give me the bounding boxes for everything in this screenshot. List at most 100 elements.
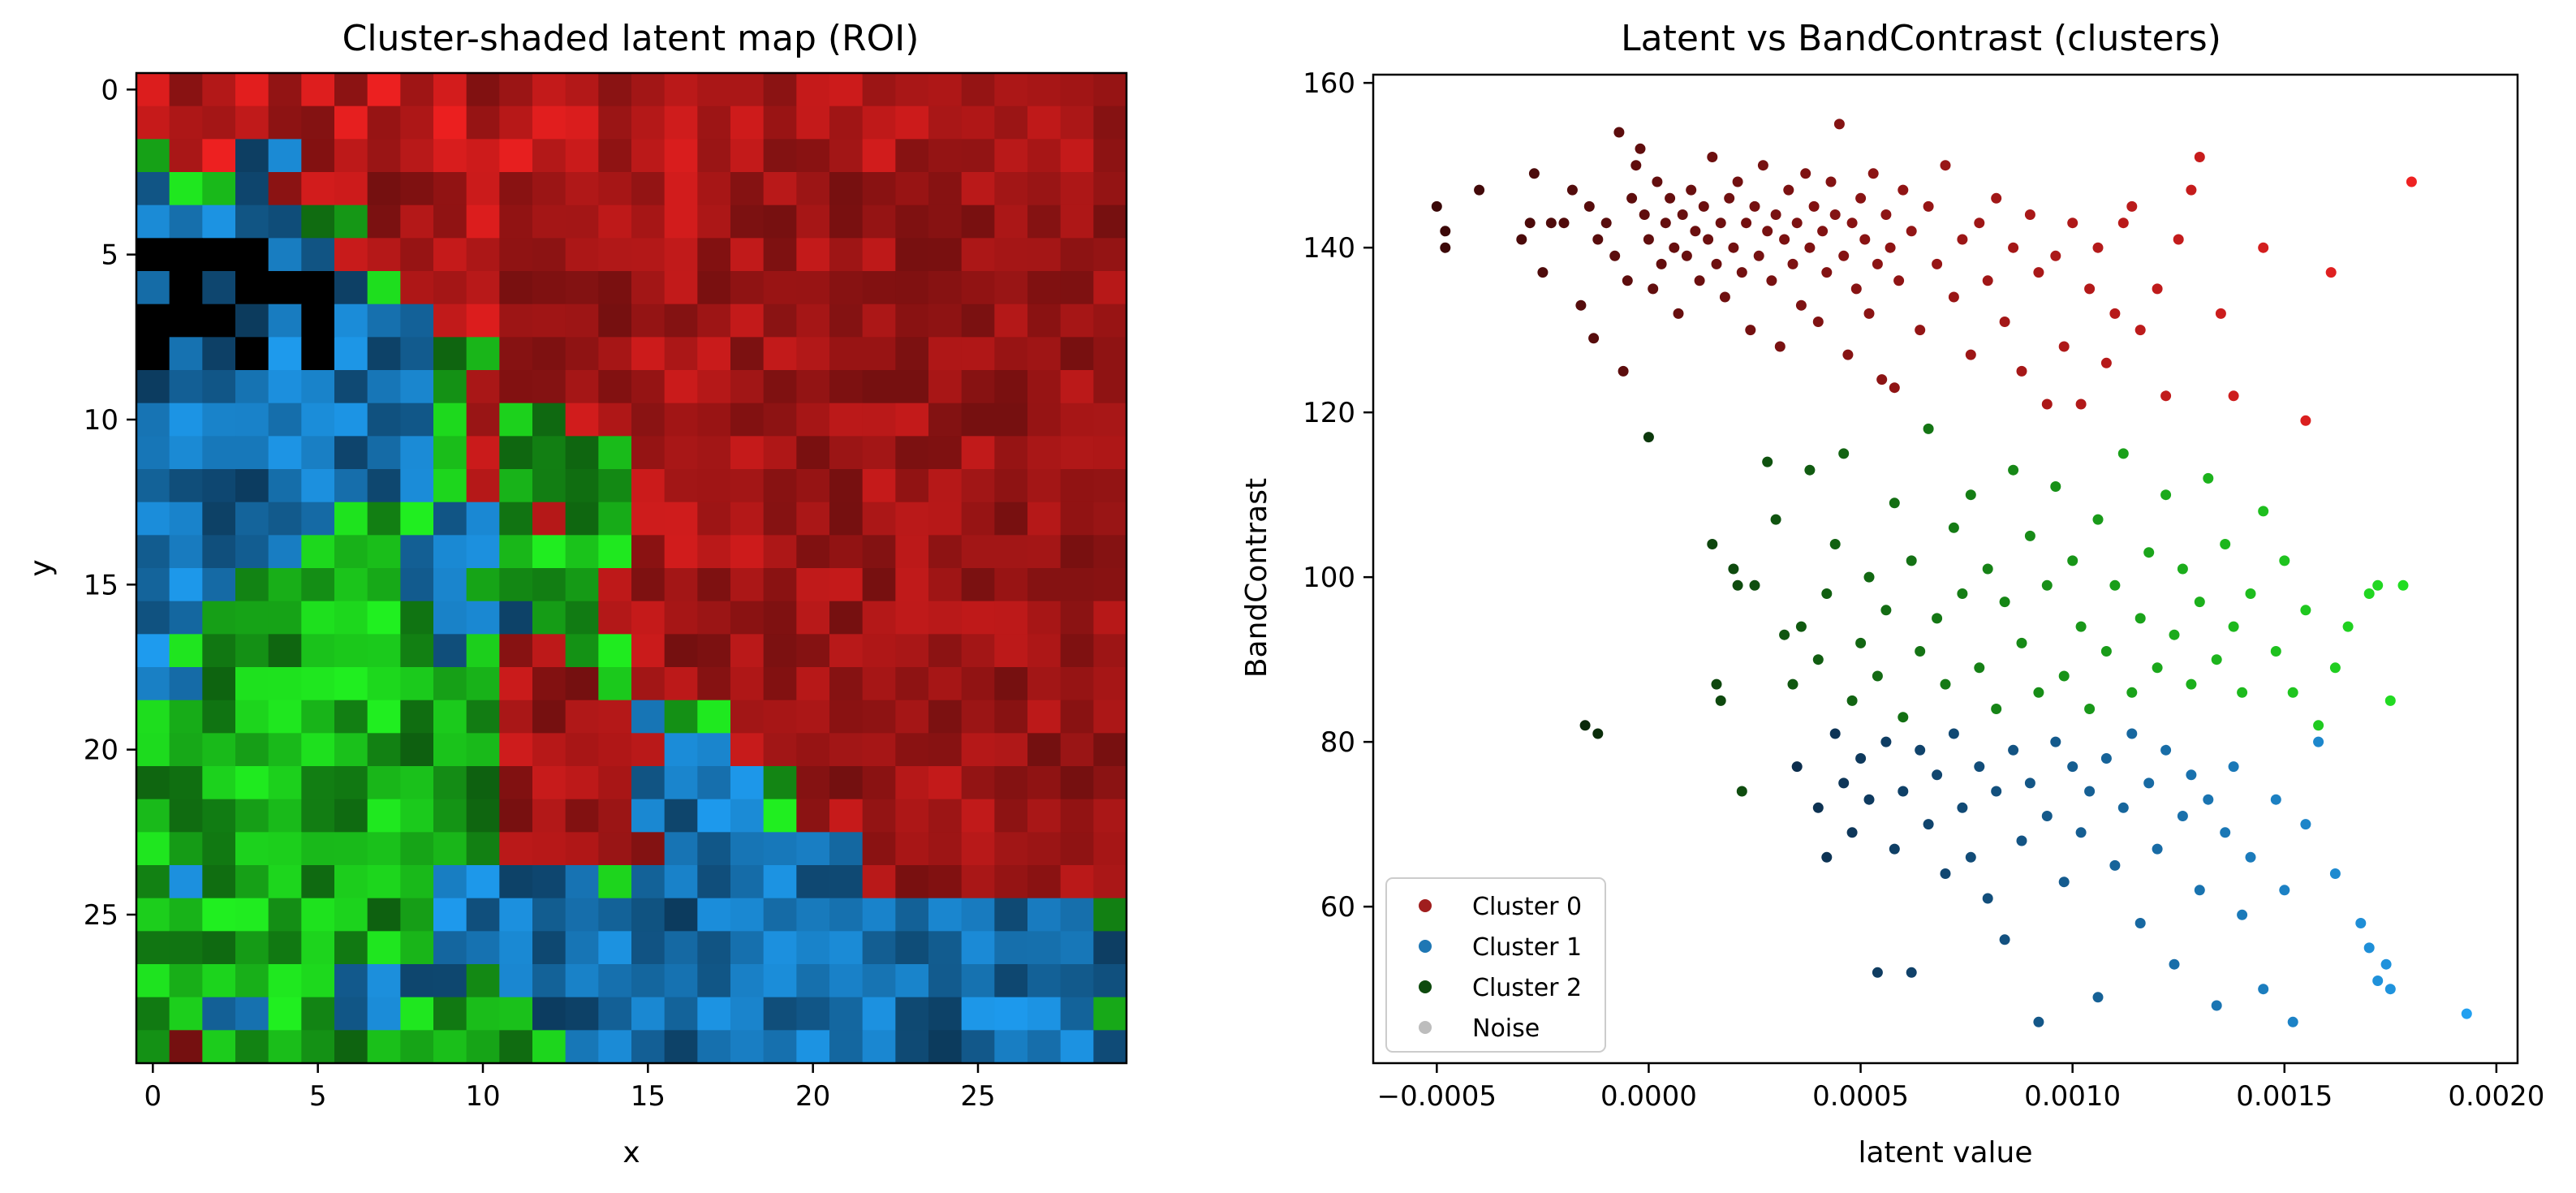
heatmap-cell xyxy=(334,700,368,734)
heatmap-cell xyxy=(730,502,765,536)
heatmap-cell xyxy=(268,733,302,767)
heatmap-cell xyxy=(466,865,500,899)
heatmap-cell xyxy=(631,667,666,701)
heatmap-cell xyxy=(202,403,236,437)
heatmap-cell xyxy=(598,304,632,338)
heatmap-cell xyxy=(598,370,632,404)
scatter-point-cluster-2 xyxy=(2008,464,2019,476)
heatmap-cell xyxy=(334,535,368,569)
heatmap-cell xyxy=(631,238,666,272)
scatter-point-cluster-0 xyxy=(1656,258,1667,269)
legend-label-cluster-0: Cluster 0 xyxy=(1472,893,1582,921)
scatter-point-cluster-2 xyxy=(1838,448,1850,459)
heatmap-cell xyxy=(499,832,533,866)
heatmap-cell xyxy=(202,502,236,536)
heatmap-cell xyxy=(1060,898,1094,932)
heatmap-cell xyxy=(1093,667,1127,701)
heatmap-cell xyxy=(334,436,368,470)
scatter-point-cluster-2 xyxy=(1579,720,1591,731)
heatmap-cell xyxy=(400,172,434,206)
heatmap-cell xyxy=(1027,634,1062,668)
heatmap-cell xyxy=(268,502,302,536)
scatter-point-cluster-1 xyxy=(2258,984,2269,995)
scatter-point-cluster-2 xyxy=(2220,539,2231,549)
heatmap-cell xyxy=(631,172,666,206)
scatter-point-cluster-1 xyxy=(2109,859,2121,871)
heatmap-cell xyxy=(994,601,1028,635)
scatter-point-cluster-0 xyxy=(1703,234,1714,245)
scatter-point-cluster-0 xyxy=(2092,242,2104,253)
heatmap-cell xyxy=(598,205,632,239)
heatmap-cell xyxy=(631,304,666,338)
scatter-point-cluster-2 xyxy=(2300,605,2311,616)
heatmap-cell xyxy=(499,634,533,668)
scatter-point-cluster-0 xyxy=(1859,234,1871,245)
scatter-point-cluster-1 xyxy=(2270,794,2281,805)
heatmap-cell xyxy=(499,898,533,932)
scatter-point-cluster-0 xyxy=(2024,209,2035,220)
heatmap-cell xyxy=(697,964,731,998)
heatmap-cell xyxy=(763,469,797,503)
heatmap-cell xyxy=(466,271,500,305)
heatmap-cell xyxy=(532,337,566,371)
heatmap-cell xyxy=(301,370,335,404)
heatmap-cell xyxy=(400,568,434,602)
scatter-point-cluster-0 xyxy=(1833,118,1845,130)
heatmap-cell xyxy=(565,106,599,140)
heatmap-cell xyxy=(301,832,335,866)
scatter-point-cluster-1 xyxy=(2024,777,2035,789)
heatmap-cell xyxy=(664,337,698,371)
heatmap-cell xyxy=(730,1030,765,1064)
heatmap-cell xyxy=(136,205,170,239)
heatmap-cell xyxy=(565,304,599,338)
heatmap-cell xyxy=(796,964,830,998)
scatter-point-cluster-1 xyxy=(2211,1000,2222,1011)
scatter-point-cluster-2 xyxy=(2313,720,2324,731)
heatmap-cell xyxy=(829,568,864,602)
heatmap-cell xyxy=(169,733,203,767)
heatmap-cell xyxy=(829,997,864,1031)
heatmap-cell xyxy=(532,106,566,140)
scatter-point-cluster-1 xyxy=(1829,728,1841,739)
heatmap-cell xyxy=(169,964,203,998)
scatter-point-cluster-1 xyxy=(1898,786,1909,797)
heatmap-cell xyxy=(301,931,335,965)
heatmap-cell xyxy=(1093,337,1127,371)
heatmap-cell xyxy=(499,1030,533,1064)
heatmap-cell xyxy=(1027,271,1062,305)
heatmap-cell xyxy=(169,271,203,305)
heatmap-cell xyxy=(268,403,302,437)
heatmap-cell xyxy=(1093,733,1127,767)
heatmap-cell xyxy=(466,106,500,140)
scatter-point-cluster-0 xyxy=(2117,217,2129,229)
scatter-point-cluster-2 xyxy=(1795,621,1807,632)
heatmap-cell xyxy=(961,139,995,173)
heatmap-cell xyxy=(532,931,566,965)
heatmap-cell xyxy=(433,535,467,569)
heatmap-cell xyxy=(400,106,434,140)
scatter-point-cluster-0 xyxy=(1613,127,1625,138)
heatmap-cell xyxy=(664,139,698,173)
scatter-point-cluster-2 xyxy=(1974,662,1985,674)
heatmap-cell xyxy=(1093,73,1127,107)
scatter-point-cluster-1 xyxy=(1957,802,1968,813)
heatmap-cell xyxy=(796,832,830,866)
scatter-point-cluster-0 xyxy=(1686,184,1697,196)
heatmap-cell xyxy=(1060,964,1094,998)
heatmap-cell xyxy=(169,73,203,107)
heatmap-cell xyxy=(301,535,335,569)
scatter-point-cluster-0 xyxy=(1431,200,1442,212)
scatter-point-cluster-0 xyxy=(1800,168,1811,179)
heatmap-cell xyxy=(499,139,533,173)
heatmap-cell xyxy=(730,832,765,866)
heatmap-cell xyxy=(400,502,434,536)
heatmap-cell xyxy=(334,1030,368,1064)
heatmap-cell xyxy=(763,766,797,800)
heatmap-cell xyxy=(136,106,170,140)
scatter-point-cluster-2 xyxy=(2384,695,2396,706)
heatmap-cell xyxy=(928,733,963,767)
heatmap-cell xyxy=(961,799,995,833)
scatter-point-cluster-0 xyxy=(2084,283,2096,295)
heatmap-cell xyxy=(862,502,896,536)
heatmap-cell xyxy=(730,601,765,635)
